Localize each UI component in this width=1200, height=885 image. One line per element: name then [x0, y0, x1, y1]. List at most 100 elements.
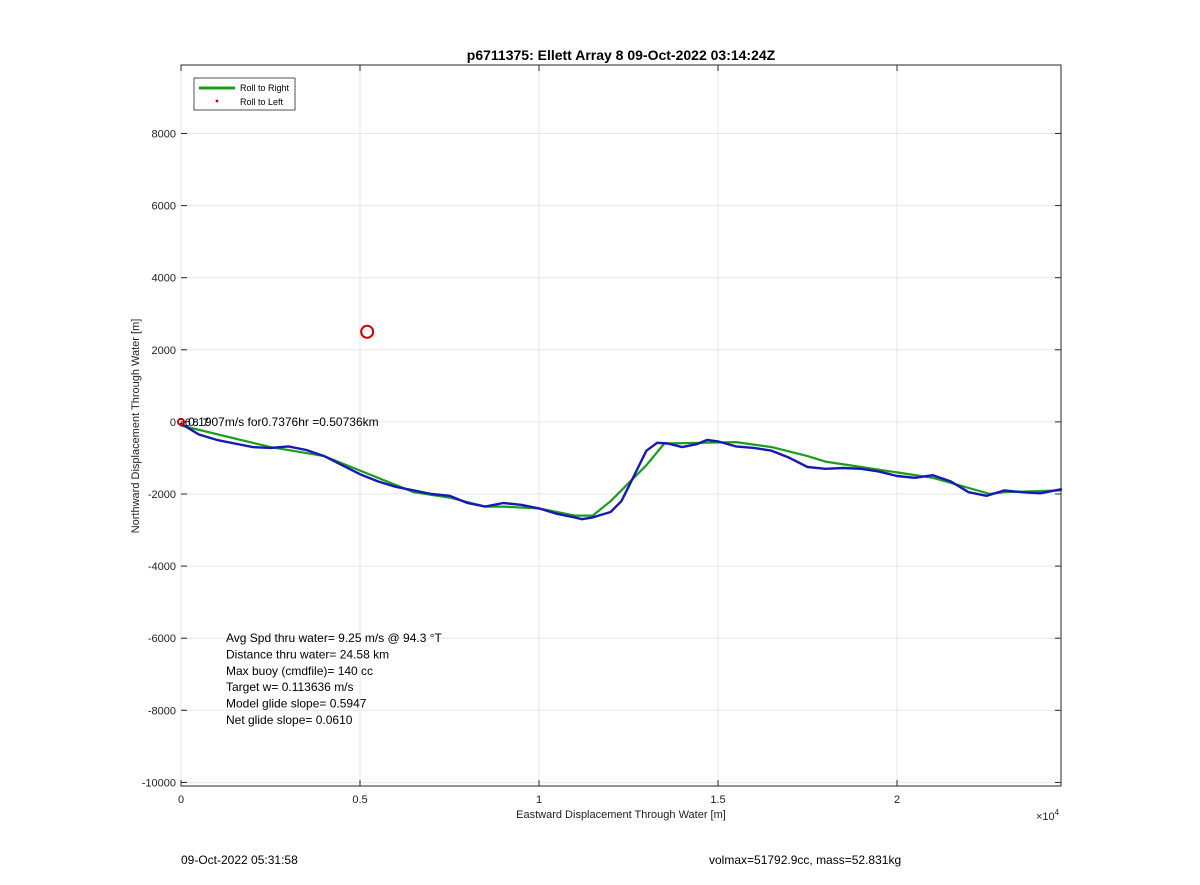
y-tick-label: -10000: [142, 777, 176, 789]
series-point-2: [806, 466, 809, 468]
y-tick-label: 6000: [152, 201, 176, 213]
annotation-text: 7: [202, 417, 208, 429]
series-point-2: [771, 450, 773, 452]
footer-timestamp: 09-Oct-2022 05:31:58: [181, 853, 298, 867]
series-point-0: [610, 500, 612, 502]
series-point-2: [395, 486, 397, 488]
legend-swatch-roll-left: [215, 99, 219, 103]
stats-line: Model glide slope= 0.5947: [226, 697, 367, 711]
series-point-2: [789, 457, 791, 459]
series-point-2: [645, 450, 648, 452]
y-tick-label: 2000: [152, 345, 176, 357]
series-point-0: [574, 515, 576, 517]
series-point-2: [950, 480, 952, 482]
legend-label-roll-left: Roll to Left: [240, 97, 284, 107]
series-point-2: [1060, 488, 1062, 490]
series-point-2: [448, 495, 451, 497]
series-point-2: [377, 480, 379, 482]
series-point-2: [520, 504, 522, 506]
series-point-2: [466, 502, 468, 504]
series-point-2: [620, 500, 623, 502]
series-point-2: [538, 507, 540, 509]
series-point-0: [1003, 491, 1006, 493]
series-point-2: [985, 495, 988, 497]
plot-area: [180, 64, 1062, 787]
annotation-text: 0.1907m/s for0.7376hr =0.50736km: [188, 415, 378, 429]
legend-label-roll-right: Roll to Right: [240, 83, 290, 93]
stats-line: Distance thru water= 24.58 km: [226, 647, 389, 661]
stats-block: Avg Spd thru water= 9.25 m/s @ 94.3 °T Di…: [226, 631, 443, 727]
series-point-2: [502, 502, 504, 504]
series-point-0: [735, 441, 737, 443]
x-tick-label: 1: [536, 794, 542, 806]
y-tick-label: 8000: [152, 128, 176, 140]
y-tick-label: -2000: [148, 489, 176, 501]
series-point-2: [878, 471, 880, 473]
series-point-2: [252, 446, 254, 448]
series-point-2: [860, 468, 862, 470]
series-point-2: [413, 489, 415, 491]
stats-line: Avg Spd thru water= 9.25 m/s @ 94.3 °T: [226, 631, 443, 645]
y-tick-label: 0: [170, 417, 176, 429]
legend-box: [193, 77, 296, 111]
series-point-0: [448, 497, 451, 499]
series-point-2: [914, 477, 916, 479]
y-tick-label: -4000: [148, 561, 176, 573]
series-point-2: [431, 493, 433, 495]
y-tick-label: -8000: [148, 705, 176, 717]
series-point-2: [556, 513, 558, 515]
series-point-2: [932, 474, 934, 476]
grid: [180, 65, 1061, 786]
series-point-0: [592, 515, 594, 517]
series-point-2: [1021, 491, 1023, 493]
series-point-0: [413, 491, 415, 493]
series-point-2: [824, 468, 827, 470]
series-point-0: [824, 461, 827, 463]
x-tick-label: 2: [894, 794, 900, 806]
series-layer: [179, 422, 1063, 521]
series-point-2: [574, 516, 576, 519]
series-point-2: [592, 516, 594, 519]
x-axis-exponent: ×104: [1036, 808, 1060, 823]
x-axis-label: Eastward Displacement Through Water [m]: [516, 809, 726, 821]
series-point-2: [305, 449, 307, 451]
footer-vehicle-info: volmax=51792.9cc, mass=52.831kg: [709, 853, 902, 867]
series-point-2: [717, 440, 719, 442]
series-point-2: [968, 491, 970, 493]
series-point-2: [323, 455, 325, 457]
series-point-2: [656, 442, 658, 444]
series-point-2: [896, 475, 898, 477]
series-point-2: [581, 518, 583, 520]
annotation-text: 6: [185, 417, 191, 429]
series-line-2: [179, 422, 1063, 521]
annotation-text: 8: [192, 417, 198, 429]
series-point-2: [359, 473, 361, 475]
series-point-2: [681, 446, 683, 448]
marker-circle: [360, 324, 375, 339]
series-point-0: [771, 446, 773, 448]
x-tick-label: 0: [178, 794, 184, 806]
series-point-0: [502, 506, 504, 508]
series-point-2: [753, 447, 755, 449]
x-tick-label: 0.5: [352, 794, 367, 806]
y-tick-label: 4000: [152, 273, 176, 285]
series-point-2: [287, 445, 289, 447]
ticks: 0 0.5 1 1.5 2 8000 6000 4000 2000 0 -2000 -4000 -600…: [142, 65, 1061, 806]
series-point-2: [216, 439, 218, 441]
y-axis-label: Northward Displacement Through Water [m]: [130, 319, 142, 534]
series-point-2: [234, 442, 236, 445]
series-point-2: [484, 506, 486, 508]
x-tick-label: 1.5: [710, 794, 725, 806]
series-point-2: [842, 467, 844, 469]
series-point-2: [1003, 489, 1006, 491]
series-point-2: [610, 511, 612, 513]
series-point-2: [706, 439, 708, 441]
series-point-0: [932, 477, 934, 479]
marker-layer: [177, 324, 375, 426]
series-point-2: [635, 471, 637, 473]
chart-title: p6711375: Ellett Array 8 09-Oct-2022 03:…: [467, 47, 776, 63]
stats-line: Target w= 0.113636 m/s: [226, 680, 354, 694]
stats-line: Max buoy (cmdfile)= 140 cc: [226, 664, 373, 678]
